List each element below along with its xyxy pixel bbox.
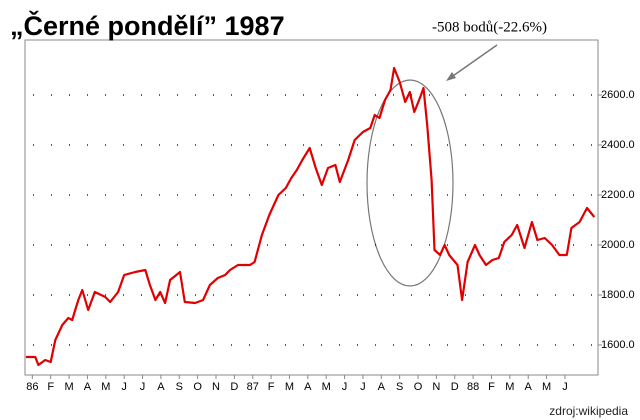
x-tick-label: 86 [26,381,38,393]
x-tick-label: M [285,381,294,393]
x-tick-label: J [342,381,348,393]
x-tick-label: A [525,381,533,393]
x-tick-label: M [322,381,331,393]
x-tick-label: 87 [247,381,259,393]
arrow [449,44,498,79]
chart-title: „Černé pondělí” 1987 [10,10,285,41]
x-tick-label: A [157,381,165,393]
y-tick-label: 2400.0 [601,139,635,151]
x-tick-label: M [101,381,110,393]
x-tick-label: A [84,381,92,393]
x-tick-label: A [304,381,312,393]
x-tick-label: 88 [467,381,479,393]
x-tick-label: N [212,381,220,393]
x-tick-label: F [268,381,275,393]
y-tick-label: 2600.0 [601,89,635,101]
y-tick-label: 2000.0 [601,239,635,251]
x-tick-label: J [562,381,568,393]
x-tick-label: M [542,381,551,393]
x-tick-label: O [193,381,202,393]
plot-frame [24,39,599,376]
line-series [25,66,596,367]
x-tick-label: J [121,381,127,393]
y-tick-label: 1600.0 [601,339,635,351]
arrow-head [446,72,456,81]
x-tick-label: J [360,381,366,393]
annotation: -508 bodů(-22.6%) [432,19,547,35]
x-tick-label: F [488,381,495,393]
x-tick-label: S [176,381,183,393]
highlight-ellipse [366,79,454,287]
x-tick-label: D [451,381,459,393]
y-tick-label: 1800.0 [601,289,635,301]
source: zdroj:wikipedia [549,404,628,418]
x-tick-label: N [432,381,440,393]
x-tick-label: D [230,381,238,393]
x-tick-label: S [396,381,403,393]
x-tick-label: F [47,381,54,393]
y-tick-label: 2200.0 [601,189,635,201]
x-tick-label: A [378,381,386,393]
x-tick-label: O [414,381,423,393]
x-tick-label: M [64,381,73,393]
x-tick-label: M [505,381,514,393]
x-tick-label: J [140,381,146,393]
